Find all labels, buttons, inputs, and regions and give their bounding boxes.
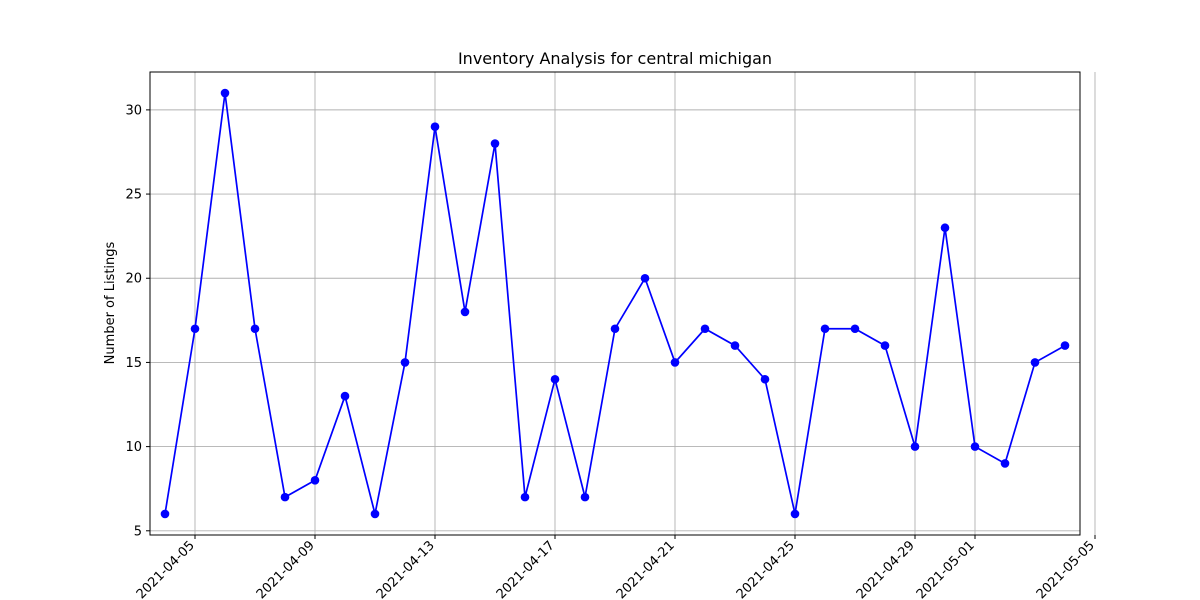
y-tick-label: 5 [134,524,142,539]
x-tick-label: 2021-04-13 [374,538,438,600]
x-tick-label: 2021-04-29 [854,538,918,600]
y-tick-label: 30 [125,103,142,118]
data-point [700,324,710,334]
plot-area-frame [149,71,1081,536]
y-tick-label: 25 [125,188,142,203]
x-axis-ticks: 2021-04-05 2021-04-09 2021-04-13 2021-04-17… [134,535,1098,600]
data-point [970,442,980,451]
x-tick-label: 2021-04-21 [614,538,678,600]
data-point [310,475,320,485]
series-line [164,92,1066,515]
grid [150,72,1096,535]
data-point [430,122,440,132]
data-point [940,223,950,233]
data-point [760,374,770,384]
data-point [460,307,470,317]
data-point [850,324,860,334]
data-point [610,324,620,334]
y-axis-label: Number of Listings [103,241,118,364]
x-tick-label: 2021-05-01 [914,538,978,600]
chart-title: Inventory Analysis for central michigan [458,49,772,68]
data-point [820,324,830,334]
data-point [370,509,380,519]
data-point [190,324,200,334]
x-tick-label: 2021-04-09 [254,538,318,600]
data-point [670,358,680,367]
data-point [550,374,560,384]
data-point [790,509,800,519]
data-point [220,88,230,98]
data-point [400,358,410,367]
x-tick-label: 2021-04-05 [134,538,198,600]
data-point [520,492,530,502]
data-point [340,391,350,401]
data-point [910,442,920,451]
data-point [640,273,650,283]
data-point [880,341,890,350]
series [160,88,1070,519]
data-point [280,492,290,502]
data-point [580,492,590,502]
data-point [160,509,170,519]
data-point [730,341,740,350]
x-tick-label: 2021-04-25 [734,538,798,600]
y-tick-label: 15 [125,356,142,371]
x-tick-label: 2021-05-05 [1034,538,1098,600]
data-point [1000,459,1010,468]
data-point [1030,358,1040,367]
y-axis-ticks: 5 10 15 20 25 30 [125,103,150,539]
y-tick-label: 20 [125,272,142,287]
data-point [490,139,500,148]
data-point [250,324,260,334]
y-tick-label: 10 [125,440,142,455]
x-tick-label: 2021-04-17 [494,538,558,600]
data-point [1060,341,1070,350]
